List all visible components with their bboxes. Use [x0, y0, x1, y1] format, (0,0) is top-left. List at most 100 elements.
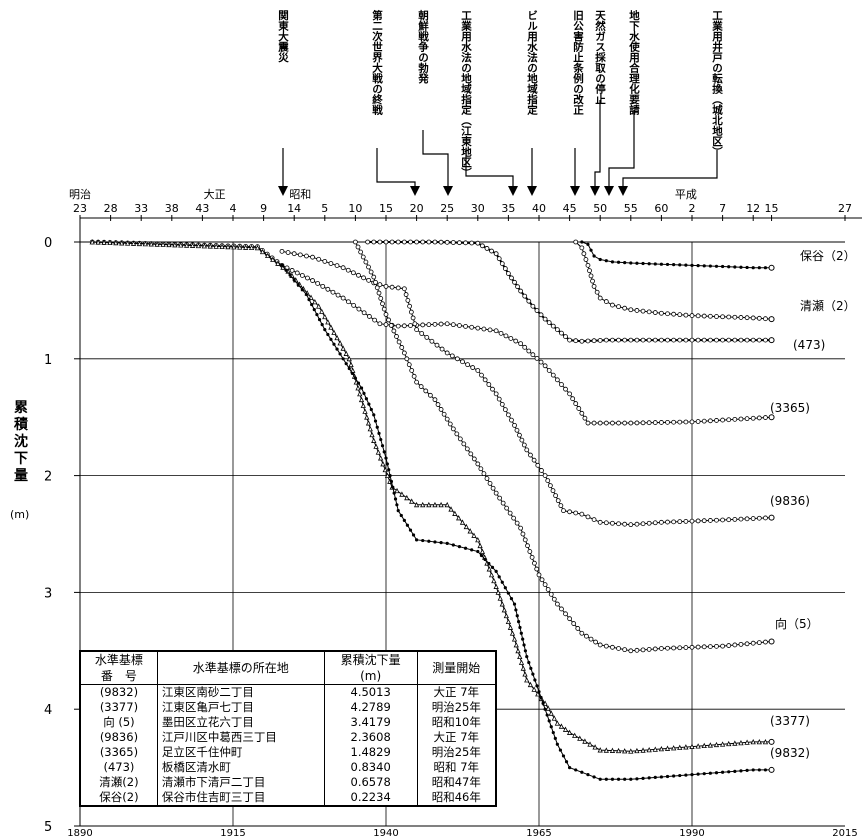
- data-point: [739, 265, 743, 269]
- data-point: [543, 707, 547, 711]
- data-point: [756, 415, 762, 421]
- data-point: [335, 347, 339, 351]
- data-point: [563, 334, 568, 340]
- data-point: [554, 601, 560, 607]
- data-point: [732, 517, 738, 522]
- data-point: [545, 713, 549, 717]
- data-point: [738, 416, 744, 422]
- data-point: [659, 337, 664, 343]
- era-year-label: 23: [73, 202, 87, 215]
- data-point: [652, 646, 658, 652]
- data-point: [366, 277, 372, 283]
- data-point: [374, 285, 380, 291]
- data-point: [677, 519, 683, 525]
- data-point: [553, 736, 557, 741]
- event-label: 第二次世界大戦の終戦: [371, 9, 383, 116]
- data-point: [356, 306, 362, 312]
- era-year-label: 27: [838, 202, 852, 215]
- data-point: [375, 449, 381, 455]
- data-point: [551, 715, 557, 721]
- data-point: [259, 248, 266, 255]
- data-point: [684, 263, 688, 267]
- data-point: [310, 278, 315, 283]
- data-point: [463, 323, 468, 329]
- data-point: [371, 274, 377, 280]
- data-point: [459, 519, 466, 525]
- data-point: [360, 254, 366, 260]
- data-point: [689, 313, 695, 318]
- data-point: [646, 646, 652, 652]
- data-point: [479, 243, 485, 249]
- era-year-label: 45: [563, 202, 577, 215]
- data-point: [439, 541, 443, 545]
- data-point: [487, 480, 493, 486]
- data-point: [399, 491, 405, 497]
- data-point: [714, 314, 719, 319]
- data-point: [254, 244, 261, 251]
- data-point: [622, 647, 628, 653]
- data-point: [350, 270, 356, 276]
- data-point: [418, 384, 424, 389]
- data-point: [634, 308, 640, 313]
- data-point: [590, 278, 595, 284]
- data-point: [707, 418, 713, 424]
- data-point: [511, 636, 518, 642]
- benchmark-location-cell: 保谷市住吉町三丁目: [156, 790, 325, 806]
- subsidence-value-cell: 0.2234: [323, 790, 418, 806]
- era-year-label: 30: [471, 202, 485, 215]
- y-tick-label: 3: [44, 586, 52, 601]
- data-point: [689, 518, 695, 524]
- data-point: [328, 261, 334, 266]
- data-point: [646, 746, 652, 753]
- series-label: 向（5）: [775, 616, 819, 631]
- data-point: [522, 537, 528, 543]
- data-point: [499, 601, 505, 607]
- data-point: [489, 248, 494, 254]
- data-point: [505, 271, 511, 276]
- data-point: [610, 420, 615, 426]
- data-point: [756, 640, 762, 646]
- data-point: [532, 560, 537, 566]
- data-point: [534, 566, 540, 572]
- data-point: [585, 262, 591, 268]
- era-year-label: 12: [746, 202, 760, 215]
- data-point: [95, 239, 101, 245]
- data-point: [369, 431, 375, 438]
- data-point: [432, 397, 438, 403]
- event-label: 天然ガス採取の停止: [594, 10, 606, 105]
- data-point: [539, 468, 544, 473]
- data-point: [518, 525, 524, 531]
- data-point: [312, 307, 316, 312]
- data-point: [640, 308, 646, 314]
- data-point: [438, 407, 444, 412]
- data-point: [518, 625, 522, 630]
- data-point: [507, 624, 514, 630]
- data-point: [475, 240, 481, 246]
- data-point: [555, 498, 561, 504]
- data-point: [665, 262, 670, 267]
- data-point: [515, 647, 521, 654]
- data-point: [542, 582, 548, 588]
- era-year-label: 9: [260, 202, 267, 215]
- data-point: [550, 323, 556, 329]
- data-point: [586, 773, 590, 777]
- data-point: [481, 471, 487, 477]
- data-point: [378, 295, 384, 301]
- data-point: [435, 402, 441, 407]
- era-year-label: 5: [321, 202, 328, 215]
- data-point: [702, 772, 706, 776]
- data-point: [89, 239, 95, 245]
- data-point: [640, 420, 646, 426]
- data-point: [475, 461, 481, 467]
- data-point: [610, 520, 615, 526]
- data-point: [732, 314, 738, 320]
- data-point: [757, 768, 761, 772]
- data-point: [439, 346, 445, 352]
- data-point: [671, 311, 677, 317]
- data-point: [513, 338, 519, 344]
- data-point: [659, 262, 664, 266]
- data-point: [744, 315, 750, 321]
- data-point: [701, 313, 707, 319]
- data-point: [670, 745, 677, 751]
- data-point: [495, 589, 501, 595]
